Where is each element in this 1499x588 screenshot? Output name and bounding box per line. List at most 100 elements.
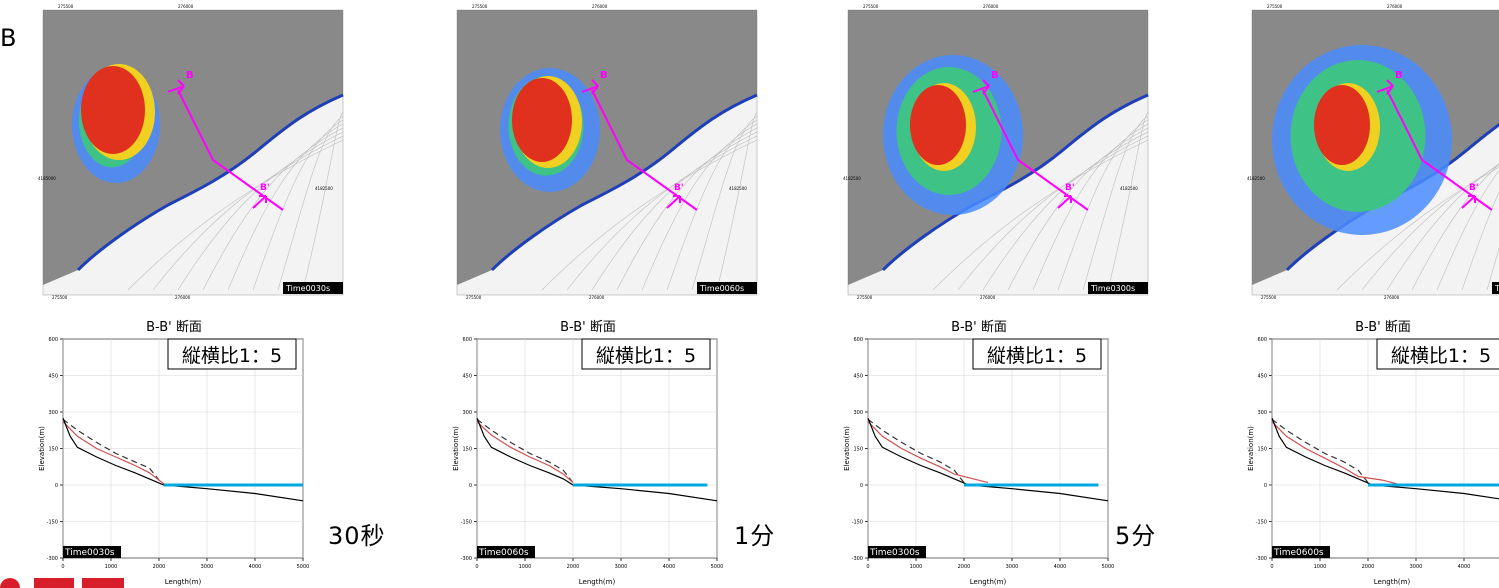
y-tick-label: 150: [853, 447, 863, 453]
aspect-ratio-box: [167, 338, 297, 370]
y-tick-label: 600: [48, 337, 58, 343]
map-time-label: Time: [1494, 284, 1499, 293]
profile-line: [867, 417, 1109, 502]
x-tick-label: 1000: [910, 564, 923, 570]
y-tick-label: -300: [461, 556, 472, 562]
section-end-label: B': [260, 183, 270, 193]
contour-line: [1386, 163, 1499, 291]
y-tick-label: 450: [462, 374, 472, 380]
coord-top-2: 276000: [592, 4, 608, 9]
aspect-ratio-label: 縦横比1：5: [596, 345, 696, 367]
panel-1: B B' 275500 276000 275500 276000 4185000 418250…: [38, 0, 458, 588]
coord-bottom-2: 276000: [980, 295, 996, 300]
section-end-arrow: [666, 195, 681, 209]
contour-line: [1336, 166, 1499, 291]
coord-bottom-1: 275500: [857, 295, 873, 300]
profile-line: [62, 421, 165, 485]
contour-line: [1411, 164, 1499, 291]
y-tick-label: 0: [1264, 483, 1267, 489]
contour-line: [1057, 119, 1149, 291]
section-end-arrow: [1461, 195, 1476, 209]
y-tick-label: -150: [852, 520, 863, 526]
x-tick-label: 2000: [153, 564, 166, 570]
coord-top-1: 275500: [58, 4, 74, 9]
map-image: B B' 275500 276000 275500 276000 4185000 418250…: [38, 4, 344, 300]
contour-line: [127, 139, 344, 291]
aspect-ratio-box: [972, 338, 1102, 370]
chart-time-box: [63, 546, 121, 558]
map-image: B B' 275500 276000 275500 276000 4182500 Time00…: [456, 4, 758, 300]
x-tick-label: 0: [866, 564, 869, 570]
contour-line: [716, 111, 758, 291]
map-image: B B' 275500 276000 275500 276000 4182500 Time: [1247, 4, 1499, 300]
x-axis-label: Length(m): [1374, 578, 1411, 586]
y-tick-label: 600: [853, 337, 863, 343]
flow-core: [910, 85, 966, 165]
contour-line: [302, 111, 344, 291]
y-axis-label: Elevation(m): [843, 426, 851, 471]
contour-line: [932, 139, 1149, 291]
coord-right: 4182500: [1120, 186, 1138, 191]
flow-core: [81, 66, 145, 154]
y-tick-label: 300: [48, 410, 58, 416]
contour-line: [1436, 170, 1499, 291]
profile-line: [62, 418, 165, 485]
contour-line: [202, 127, 344, 291]
aspect-ratio-label: 縦横比1：5: [987, 345, 1087, 367]
aspect-ratio-box: [1376, 338, 1499, 370]
flow-core: [1314, 85, 1370, 165]
edge-section-label: B: [0, 24, 17, 52]
x-tick-label: 4000: [1054, 564, 1067, 570]
x-tick-label: 2000: [958, 564, 971, 570]
map-time-label: Time0030s: [285, 284, 330, 293]
map-time-label: Time0060s: [699, 284, 744, 293]
section-start-label: B: [600, 70, 608, 81]
coord-top-2: 276000: [983, 4, 999, 9]
x-tick-label: 5000: [1102, 564, 1115, 570]
profile-line: [1271, 421, 1397, 485]
time-label: 1分: [734, 522, 776, 550]
contour-line: [252, 119, 344, 291]
contour-line: [691, 115, 758, 291]
x-tick-label: 4000: [1458, 564, 1471, 570]
x-axis-label: Length(m): [579, 578, 616, 586]
contour-line: [616, 127, 758, 291]
flow-core: [512, 78, 572, 162]
contour-line: [1486, 247, 1499, 291]
contour-line: [1361, 164, 1499, 291]
x-tick-label: 3000: [1410, 564, 1423, 570]
section-line: [1386, 89, 1493, 211]
chart-title: B-B' 断面: [146, 320, 202, 335]
profile-line: [867, 421, 989, 484]
x-axis-label: Length(m): [165, 578, 202, 586]
x-tick-label: 0: [1270, 564, 1273, 570]
y-tick-label: 0: [55, 483, 58, 489]
y-tick-label: 150: [1257, 447, 1267, 453]
section-end-arrow: [252, 195, 267, 209]
y-tick-label: 300: [462, 410, 472, 416]
section-line: [177, 89, 284, 211]
coord-top-1: 275500: [1267, 4, 1283, 9]
chart-time-box: [477, 546, 535, 558]
y-tick-label: 300: [853, 410, 863, 416]
profile-line: [476, 417, 718, 502]
chart-time-label: Time0060s: [478, 548, 529, 558]
time-box: [697, 282, 757, 294]
section-line: [982, 89, 1089, 211]
map-image: B B' 275500 276000 275500 276000 4182500 418250…: [843, 4, 1149, 300]
panel-3: B B' 275500 276000 275500 276000 4182500 418250…: [843, 0, 1263, 588]
panel-4: B B' 275500 276000 275500 276000 4182500 Time 6…: [1247, 0, 1499, 588]
profile-line: [1271, 418, 1369, 483]
section-start-label: B: [1395, 70, 1403, 81]
y-axis-label: Elevation(m): [1247, 426, 1255, 471]
y-tick-label: 600: [462, 337, 472, 343]
time-box: [1088, 282, 1148, 294]
x-tick-label: 0: [475, 564, 478, 570]
y-tick-label: -150: [47, 520, 58, 526]
y-tick-label: -300: [852, 556, 863, 562]
y-tick-label: -300: [47, 556, 58, 562]
